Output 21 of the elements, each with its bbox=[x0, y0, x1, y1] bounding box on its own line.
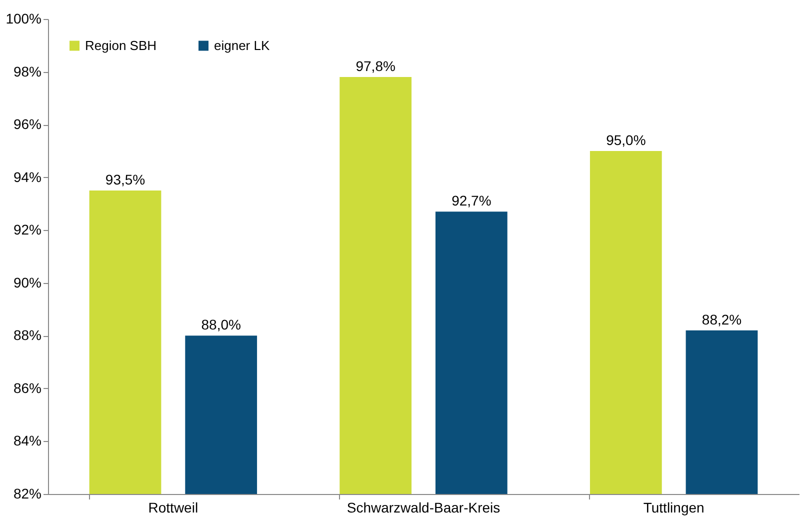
data-label: 88,2% bbox=[702, 311, 742, 328]
data-label: 97,8% bbox=[356, 58, 396, 74]
data-label: 95,0% bbox=[606, 132, 646, 148]
data-label: 93,5% bbox=[105, 172, 146, 188]
y-tick-label: 84% bbox=[13, 432, 42, 449]
y-tick-label: 88% bbox=[13, 327, 42, 344]
x-tick-label: Schwarzwald-Baar-Kreis bbox=[346, 500, 500, 516]
data-label: 92,7% bbox=[452, 192, 492, 209]
x-tick-label: Rottweil bbox=[148, 500, 198, 516]
y-tick-label: 96% bbox=[13, 116, 42, 132]
data-label: 88,0% bbox=[201, 316, 241, 333]
y-tick-label: 98% bbox=[13, 63, 42, 80]
legend-label: Region SBH bbox=[85, 38, 157, 53]
y-tick-label: 92% bbox=[13, 222, 42, 238]
y-tick-label: 90% bbox=[13, 274, 42, 290]
y-tick-label: 100% bbox=[6, 10, 42, 26]
legend-label: eigner LK bbox=[214, 38, 270, 53]
y-tick-label: 94% bbox=[13, 168, 42, 185]
y-tick-label: 86% bbox=[13, 380, 42, 396]
x-tick-label: Tuttlingen bbox=[643, 500, 704, 516]
y-tick-label: 82% bbox=[13, 486, 42, 502]
